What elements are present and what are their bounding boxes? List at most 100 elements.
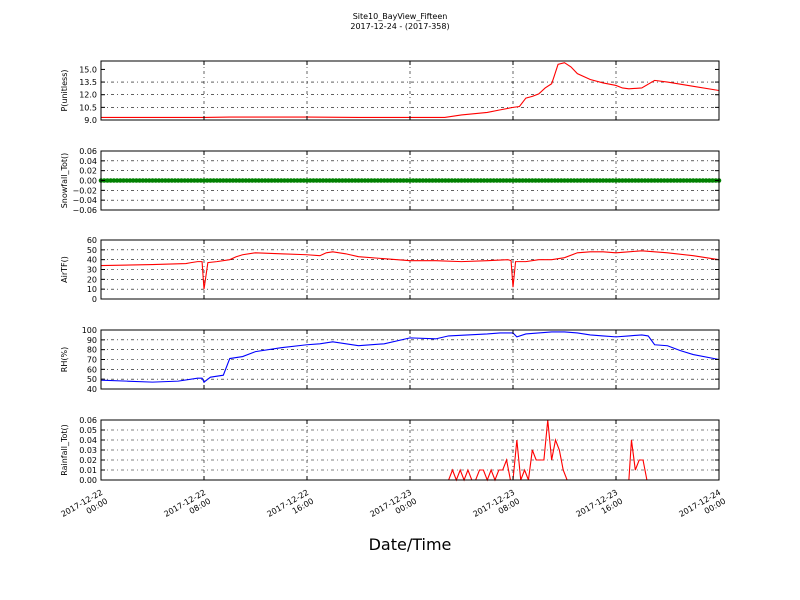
snowfall-point (520, 178, 525, 183)
y-tick-label: 60 (87, 365, 97, 374)
snowfall-point (584, 178, 590, 183)
snowfall-point (221, 178, 226, 183)
snowfall-point (587, 178, 593, 183)
snowfall-point (301, 178, 307, 183)
snowfall-point (208, 178, 213, 183)
y-tick-label: 100 (82, 326, 97, 335)
snowfall-point (398, 178, 403, 183)
snowfall-point (307, 178, 313, 183)
snowfall-point (649, 178, 654, 183)
y-tick-label: 10.5 (79, 103, 97, 112)
snowfall-point (439, 178, 445, 183)
snowfall-point (558, 178, 564, 183)
snowfall-point (661, 178, 667, 183)
snowfall-point (401, 178, 406, 183)
snowfall-point (484, 178, 490, 183)
snowfall-point (163, 178, 168, 183)
snowfall-point (513, 178, 519, 183)
snowfall-point (491, 178, 496, 183)
y-tick-label: 0.00 (79, 177, 97, 186)
y-tick-label: 0 (92, 295, 97, 304)
snowfall-point (433, 178, 439, 183)
snowfall-point (501, 178, 506, 183)
snowfall-point (668, 178, 674, 183)
snowfall-point (121, 178, 126, 183)
snowfall-point (118, 178, 123, 183)
snowfall-point (626, 178, 632, 183)
snowfall-point (311, 178, 316, 183)
snowfall-point (414, 178, 419, 183)
snowfall-point (703, 178, 709, 183)
snowfall-point (230, 178, 236, 183)
snowfall-point (359, 178, 365, 183)
snowfall-point (407, 178, 413, 183)
snowfall-point (629, 178, 635, 183)
snowfall-point (494, 178, 500, 183)
snowfall-point (385, 178, 390, 183)
snowfall-point (391, 178, 397, 183)
snowfall-point (658, 178, 664, 183)
snowfall-point (417, 178, 422, 183)
y-tick-label: 50 (87, 375, 97, 384)
snowfall-point (468, 178, 474, 183)
snowfall-point (246, 178, 252, 183)
snowfall-point (198, 178, 204, 183)
snowfall-point (111, 178, 117, 183)
y-tick-label: 0.04 (79, 436, 97, 445)
snowfall-point (523, 178, 529, 183)
snowfall-point (549, 178, 554, 183)
snowfall-point (217, 178, 223, 183)
snowfall-point (262, 178, 268, 183)
snowfall-point (143, 178, 149, 183)
snowfall-point (478, 178, 484, 183)
snowfall-point (227, 178, 233, 183)
snowfall-point (436, 178, 442, 183)
y-tick-label: −0.06 (72, 206, 97, 215)
panel-2: −0.06−0.04−0.020.000.020.040.06 Snowfall_… (60, 147, 722, 215)
y-axis-label: Rainfall_Tot() (60, 424, 69, 476)
snowfall-point (475, 178, 480, 183)
snowfall-point (472, 178, 477, 183)
snowfall-point (346, 178, 352, 183)
snowfall-point (591, 178, 596, 183)
snowfall-point (204, 178, 210, 183)
snowfall-point (150, 178, 155, 183)
y-tick-label: −0.02 (72, 186, 97, 195)
y-tick-label: 50 (87, 246, 97, 255)
snowfall-point (420, 178, 426, 183)
snowfall-point (533, 178, 538, 183)
snowfall-point (655, 178, 661, 183)
snowfall-point (636, 178, 641, 183)
snowfall-point (169, 178, 175, 183)
snowfall-point (388, 178, 393, 183)
snowfall-point (211, 178, 216, 183)
snowfall-point (201, 178, 207, 183)
snowfall-point (333, 178, 339, 183)
snowfall-point (465, 178, 471, 183)
y-axis-label: AirTF() (60, 256, 69, 283)
snowfall-point (571, 178, 577, 183)
snowfall-point (182, 178, 187, 183)
figure-title-line2: 2017-12-24 - (2017-358) (350, 22, 449, 31)
snowfall-point (510, 178, 516, 183)
snowfall-point (365, 178, 371, 183)
snowfall-point (427, 178, 432, 183)
snowfall-point (600, 178, 606, 183)
snowfall-point (546, 178, 551, 183)
y-tick-label: 12.0 (79, 91, 97, 100)
snowfall-point (278, 178, 284, 183)
snowfall-point (443, 178, 448, 183)
snowfall-point (562, 178, 567, 183)
snowfall-point (423, 178, 429, 183)
y-axis-label: P(unitless) (60, 69, 69, 111)
snowfall-point (610, 178, 616, 183)
series-line (101, 62, 720, 119)
y-tick-label: 0.02 (79, 167, 97, 176)
snowfall-point (288, 178, 294, 183)
snowfall-point (146, 178, 152, 183)
y-tick-label: 60 (87, 236, 97, 245)
y-tick-label: 0.04 (79, 157, 97, 166)
